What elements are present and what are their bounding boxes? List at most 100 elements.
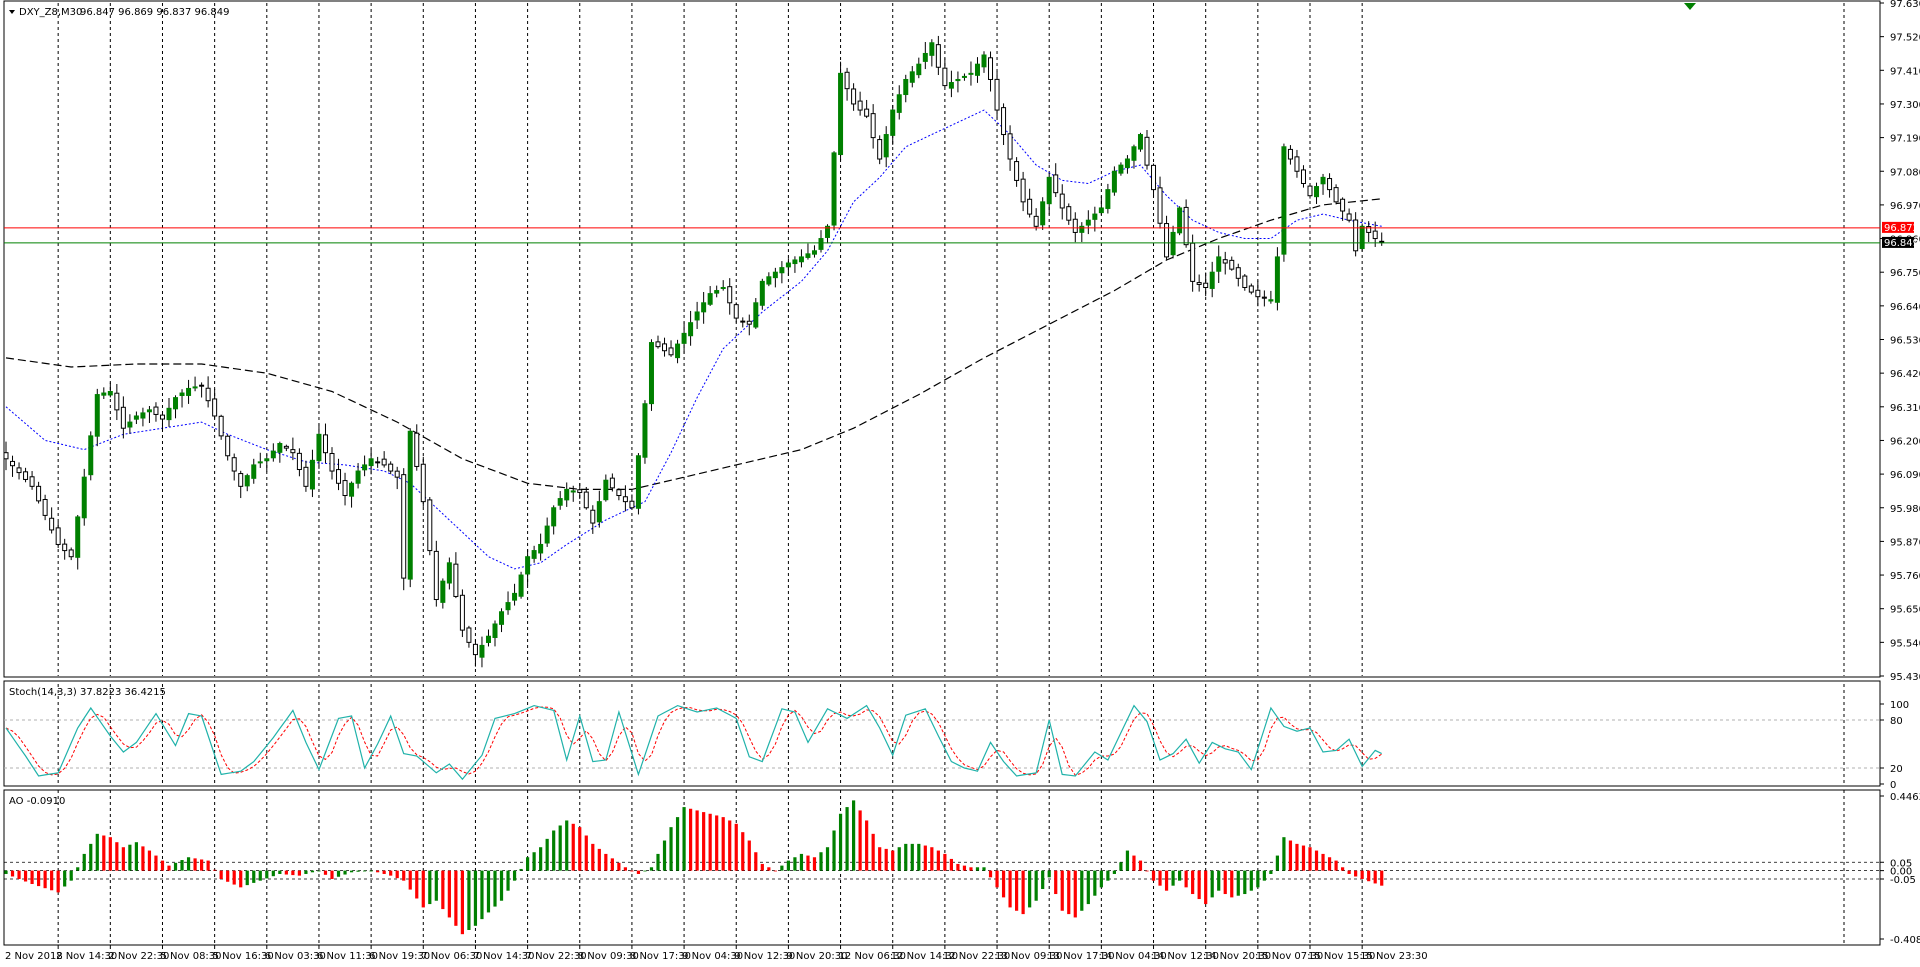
ao-bar — [1138, 860, 1143, 871]
ao-bar — [56, 870, 60, 893]
candle-body — [283, 445, 289, 449]
candle-body — [322, 434, 328, 454]
ao-bar — [825, 847, 830, 871]
candle-body — [531, 550, 537, 559]
candle-body — [603, 479, 609, 501]
candle-body — [701, 302, 707, 313]
ao-bar — [1327, 857, 1332, 871]
price-tick-label: 97.630 — [1890, 0, 1920, 10]
candle-body — [785, 262, 791, 268]
ao-bar — [473, 870, 478, 926]
time-tick-label: 9 Nov 04:30 — [682, 951, 743, 962]
chart-shift-marker-icon[interactable] — [1684, 3, 1696, 10]
ao-bar — [356, 870, 360, 872]
ao-bar — [1223, 870, 1227, 895]
candle-body — [590, 509, 596, 524]
candle-body — [1170, 231, 1176, 256]
price-tick-label: 96.090 — [1890, 470, 1920, 481]
candle-body — [1137, 134, 1143, 150]
candle-body — [1372, 230, 1378, 240]
ao-bar — [806, 855, 810, 871]
candle-body — [244, 475, 250, 487]
candle-body — [662, 343, 668, 352]
ao-bar — [330, 870, 334, 879]
ao-bar — [1308, 847, 1312, 871]
ao-bar — [441, 870, 445, 910]
ao-bar — [643, 870, 647, 872]
ao-bar — [669, 827, 673, 871]
candle-body — [55, 527, 61, 545]
price-tick-label: 96.640 — [1890, 302, 1920, 313]
ao-bar — [656, 853, 660, 871]
ao-bar — [265, 870, 269, 879]
time-tick-label: 2 Nov 2018 — [5, 951, 63, 962]
time-tick-label: 9 Nov 20:30 — [786, 951, 847, 962]
candle-body — [173, 397, 179, 410]
ao-bar — [884, 848, 888, 871]
ao-bar — [1262, 870, 1266, 881]
candle-body — [655, 341, 661, 348]
ao-bar — [923, 845, 927, 871]
ao-bar — [734, 823, 738, 871]
ao-bar — [460, 870, 464, 935]
ao-bar — [239, 870, 243, 888]
time-tick-label: 5 Nov 08:30 — [160, 951, 221, 962]
ao-tick-label: -0.05 — [1890, 875, 1916, 886]
ao-bar — [1354, 870, 1358, 877]
ao-bar — [395, 870, 399, 879]
time-tick-label: 12 Nov 14:30 — [891, 951, 958, 962]
time-tick-label: 8 Nov 09:30 — [578, 951, 639, 962]
candle-body — [1033, 215, 1039, 227]
ao-bar — [708, 813, 712, 871]
candle-body — [407, 430, 413, 580]
stoch-header: Stoch(14,3,3) 37.8223 36.4215 — [9, 687, 166, 698]
bid-price-box — [1882, 236, 1914, 248]
candle-body — [642, 403, 648, 458]
ao-bar — [793, 857, 797, 871]
ao-bar — [434, 870, 438, 901]
candle-body — [1274, 256, 1280, 303]
ao-bar — [728, 820, 732, 871]
candle-body — [472, 643, 478, 656]
candlestick-series — [3, 35, 1385, 668]
ao-bar — [297, 870, 301, 876]
ao-bar — [852, 800, 856, 871]
ao-bar — [871, 833, 875, 871]
candle-body — [1229, 259, 1235, 270]
candle-body — [1124, 158, 1130, 168]
ao-bar — [982, 867, 986, 871]
ao-bar — [219, 870, 223, 879]
candle-body — [3, 452, 9, 460]
candle-body — [512, 592, 518, 601]
candle-body — [688, 322, 694, 337]
ao-bar — [662, 840, 667, 871]
ao-bar — [317, 870, 321, 872]
ao-bar — [786, 860, 790, 871]
candle-body — [1059, 193, 1065, 209]
ao-bar — [819, 852, 823, 871]
candle-body — [49, 517, 55, 531]
candle-body — [818, 238, 824, 250]
dropdown-triangle-icon[interactable] — [9, 10, 15, 14]
candle-body — [1040, 201, 1046, 226]
ao-bar — [180, 860, 184, 871]
horizontal-levels[interactable]: 96.872 96.849 — [4, 221, 1919, 249]
price-tick-label: 96.200 — [1890, 436, 1920, 447]
candle-body — [564, 488, 570, 501]
candle-body — [707, 293, 713, 305]
candle-body — [974, 63, 980, 76]
ao-bar — [943, 853, 947, 871]
candle-body — [909, 71, 915, 83]
stoch-tick-label: 0 — [1890, 780, 1896, 791]
candle-body — [883, 134, 889, 158]
candle-body — [36, 485, 42, 502]
price-tick-label: 96.970 — [1890, 201, 1920, 212]
fast-ma-line — [5, 109, 1382, 570]
time-tick-label: 6 Nov 19:30 — [369, 951, 430, 962]
ao-bar — [1269, 870, 1273, 874]
candle-body — [440, 580, 446, 603]
ao-bar — [519, 868, 523, 871]
ao-bar — [232, 870, 236, 885]
ao-bar — [304, 870, 308, 874]
